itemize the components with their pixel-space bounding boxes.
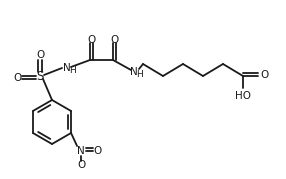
Text: HO: HO	[235, 91, 251, 101]
Text: O: O	[77, 160, 85, 170]
Text: H: H	[137, 69, 143, 79]
Text: O: O	[110, 35, 119, 45]
Text: N: N	[77, 146, 85, 156]
Text: H: H	[69, 66, 76, 74]
Text: O: O	[36, 50, 44, 60]
Text: S: S	[36, 69, 44, 83]
Text: O: O	[13, 72, 21, 83]
Text: N: N	[63, 63, 71, 73]
Text: O: O	[88, 35, 96, 45]
Text: N: N	[130, 67, 138, 77]
Text: O: O	[93, 146, 101, 156]
Text: O: O	[261, 69, 269, 79]
